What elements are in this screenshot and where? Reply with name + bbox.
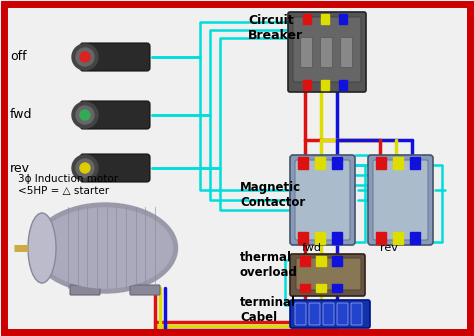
FancyBboxPatch shape: [80, 101, 150, 129]
Ellipse shape: [33, 203, 177, 293]
FancyBboxPatch shape: [130, 285, 160, 295]
Bar: [321, 14, 329, 24]
Ellipse shape: [37, 208, 173, 288]
Text: thermal
overload: thermal overload: [240, 251, 298, 279]
Bar: [320, 37, 332, 67]
Bar: [298, 232, 308, 244]
FancyBboxPatch shape: [323, 303, 334, 325]
Bar: [410, 232, 420, 244]
FancyBboxPatch shape: [296, 258, 361, 290]
Bar: [339, 80, 347, 90]
Bar: [300, 256, 310, 266]
Text: Circuit
Breaker: Circuit Breaker: [248, 14, 303, 42]
Bar: [393, 157, 403, 169]
FancyBboxPatch shape: [80, 154, 150, 182]
Bar: [340, 37, 352, 67]
Text: rev: rev: [10, 162, 30, 174]
Text: off: off: [10, 50, 27, 64]
FancyBboxPatch shape: [70, 285, 100, 295]
Bar: [332, 284, 342, 292]
Bar: [376, 157, 386, 169]
Bar: [332, 256, 342, 266]
Circle shape: [80, 52, 90, 62]
Circle shape: [80, 163, 90, 173]
Circle shape: [72, 44, 98, 70]
FancyBboxPatch shape: [351, 303, 362, 325]
Bar: [316, 284, 326, 292]
Circle shape: [76, 106, 94, 124]
Bar: [300, 37, 312, 67]
FancyBboxPatch shape: [295, 160, 350, 240]
FancyBboxPatch shape: [80, 43, 150, 71]
FancyBboxPatch shape: [290, 155, 355, 245]
Bar: [316, 256, 326, 266]
FancyBboxPatch shape: [373, 160, 428, 240]
Text: Magnetic
Contactor: Magnetic Contactor: [240, 181, 305, 209]
Bar: [300, 284, 310, 292]
Circle shape: [80, 110, 90, 120]
Bar: [332, 157, 342, 169]
Bar: [339, 14, 347, 24]
Bar: [303, 14, 311, 24]
Bar: [315, 157, 325, 169]
FancyBboxPatch shape: [293, 17, 361, 82]
FancyBboxPatch shape: [368, 155, 433, 245]
Circle shape: [72, 155, 98, 181]
FancyBboxPatch shape: [290, 300, 370, 328]
Circle shape: [76, 48, 94, 66]
Bar: [332, 232, 342, 244]
Bar: [376, 232, 386, 244]
Bar: [298, 157, 308, 169]
FancyBboxPatch shape: [337, 303, 348, 325]
FancyBboxPatch shape: [288, 12, 366, 92]
Circle shape: [76, 159, 94, 177]
Bar: [315, 232, 325, 244]
Bar: [410, 157, 420, 169]
Text: fwd: fwd: [10, 109, 33, 122]
Text: fwd: fwd: [302, 243, 322, 253]
Text: rev: rev: [380, 243, 398, 253]
Text: terminal
Cabel: terminal Cabel: [240, 296, 296, 324]
Bar: [393, 232, 403, 244]
Bar: [321, 80, 329, 90]
FancyBboxPatch shape: [290, 254, 365, 296]
FancyBboxPatch shape: [295, 303, 306, 325]
Text: 3ϕ Induction motor
<5HP = △ starter: 3ϕ Induction motor <5HP = △ starter: [18, 174, 118, 196]
FancyBboxPatch shape: [309, 303, 320, 325]
Circle shape: [72, 102, 98, 128]
Bar: [303, 80, 311, 90]
Ellipse shape: [28, 213, 56, 283]
